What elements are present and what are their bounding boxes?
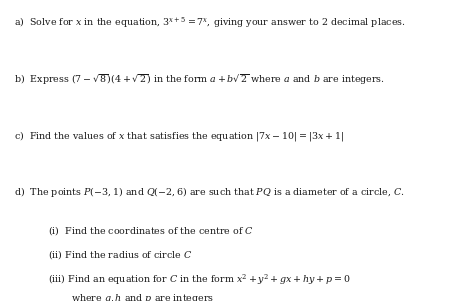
Text: where $g, h$ and $p$ are integers: where $g, h$ and $p$ are integers <box>71 292 214 301</box>
Text: a)  Solve for $x$ in the equation, $3^{x+5} = 7^x$, giving your answer to 2 deci: a) Solve for $x$ in the equation, $3^{x+… <box>14 15 405 30</box>
Text: (iii) Find an equation for $C$ in the form $x^2 + y^2 + gx + hy + p = 0$: (iii) Find an equation for $C$ in the fo… <box>48 272 351 287</box>
Text: d)  The points $P(-3, 1)$ and $Q(-2, 6)$ are such that $PQ$ is a diameter of a c: d) The points $P(-3, 1)$ and $Q(-2, 6)$ … <box>14 185 404 199</box>
Text: c)  Find the values of $x$ that satisfies the equation $|7x - 10| = |3x + 1|$: c) Find the values of $x$ that satisfies… <box>14 129 344 144</box>
Text: (ii) Find the radius of circle $C$: (ii) Find the radius of circle $C$ <box>48 248 193 261</box>
Text: (i)  Find the coordinates of the centre of $C$: (i) Find the coordinates of the centre o… <box>48 224 254 237</box>
Text: b)  Express $(7 - \sqrt{8})(4 + \sqrt{2})$ in the form $a + b\sqrt{2}$ where $a$: b) Express $(7 - \sqrt{8})(4 + \sqrt{2})… <box>14 72 385 87</box>
